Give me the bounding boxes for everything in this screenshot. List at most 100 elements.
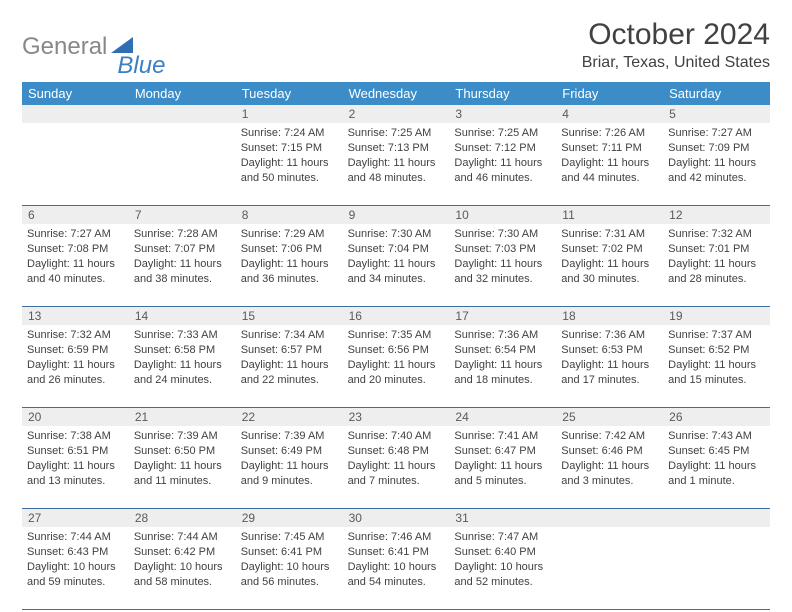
sunset-line: Sunset: 7:11 PM: [561, 141, 658, 156]
day-number-cell: 12: [663, 206, 770, 224]
day-number-row: 12345: [22, 105, 770, 123]
daylight-line: Daylight: 11 hours and 17 minutes.: [561, 358, 658, 388]
daylight-line: Daylight: 10 hours and 58 minutes.: [134, 560, 231, 590]
daylight-line: Daylight: 11 hours and 26 minutes.: [27, 358, 124, 388]
sunset-line: Sunset: 6:56 PM: [348, 343, 445, 358]
daylight-line: Daylight: 10 hours and 59 minutes.: [27, 560, 124, 590]
day-cell: Sunrise: 7:38 AMSunset: 6:51 PMDaylight:…: [22, 426, 129, 508]
day-number-cell: 10: [449, 206, 556, 224]
logo-text-blue: Blue: [117, 52, 165, 80]
week-row: Sunrise: 7:44 AMSunset: 6:43 PMDaylight:…: [22, 527, 770, 610]
sunrise-line: Sunrise: 7:28 AM: [134, 227, 231, 242]
sunrise-line: Sunrise: 7:42 AM: [561, 429, 658, 444]
day-cell: Sunrise: 7:26 AMSunset: 7:11 PMDaylight:…: [556, 123, 663, 205]
day-number-cell: [129, 105, 236, 123]
day-cell: Sunrise: 7:37 AMSunset: 6:52 PMDaylight:…: [663, 325, 770, 407]
daylight-line: Daylight: 11 hours and 9 minutes.: [241, 459, 338, 489]
sunrise-line: Sunrise: 7:26 AM: [561, 126, 658, 141]
day-cell: Sunrise: 7:35 AMSunset: 6:56 PMDaylight:…: [343, 325, 450, 407]
day-number-cell: 30: [343, 509, 450, 527]
week-row: Sunrise: 7:27 AMSunset: 7:08 PMDaylight:…: [22, 224, 770, 307]
daylight-line: Daylight: 11 hours and 5 minutes.: [454, 459, 551, 489]
day-number-cell: 18: [556, 307, 663, 325]
sunrise-line: Sunrise: 7:35 AM: [348, 328, 445, 343]
day-cell: Sunrise: 7:43 AMSunset: 6:45 PMDaylight:…: [663, 426, 770, 508]
day-number-cell: 7: [129, 206, 236, 224]
daylight-line: Daylight: 11 hours and 32 minutes.: [454, 257, 551, 287]
day-cell: Sunrise: 7:30 AMSunset: 7:03 PMDaylight:…: [449, 224, 556, 306]
sunset-line: Sunset: 6:45 PM: [668, 444, 765, 459]
sunrise-line: Sunrise: 7:25 AM: [348, 126, 445, 141]
day-cell: Sunrise: 7:39 AMSunset: 6:49 PMDaylight:…: [236, 426, 343, 508]
sunrise-line: Sunrise: 7:30 AM: [348, 227, 445, 242]
daylight-line: Daylight: 11 hours and 42 minutes.: [668, 156, 765, 186]
daylight-line: Daylight: 11 hours and 34 minutes.: [348, 257, 445, 287]
day-cell: Sunrise: 7:36 AMSunset: 6:54 PMDaylight:…: [449, 325, 556, 407]
sunset-line: Sunset: 6:47 PM: [454, 444, 551, 459]
day-cell: Sunrise: 7:34 AMSunset: 6:57 PMDaylight:…: [236, 325, 343, 407]
sunset-line: Sunset: 6:59 PM: [27, 343, 124, 358]
sunset-line: Sunset: 7:02 PM: [561, 242, 658, 257]
day-number-cell: 2: [343, 105, 450, 123]
day-number-cell: 24: [449, 408, 556, 426]
daylight-line: Daylight: 11 hours and 38 minutes.: [134, 257, 231, 287]
day-cell: Sunrise: 7:24 AMSunset: 7:15 PMDaylight:…: [236, 123, 343, 205]
week-row: Sunrise: 7:24 AMSunset: 7:15 PMDaylight:…: [22, 123, 770, 206]
daylight-line: Daylight: 11 hours and 7 minutes.: [348, 459, 445, 489]
empty-day-cell: [22, 123, 129, 205]
sunset-line: Sunset: 6:41 PM: [241, 545, 338, 560]
sunrise-line: Sunrise: 7:27 AM: [668, 126, 765, 141]
sunrise-line: Sunrise: 7:43 AM: [668, 429, 765, 444]
day-number-cell: 29: [236, 509, 343, 527]
sunset-line: Sunset: 7:08 PM: [27, 242, 124, 257]
sunset-line: Sunset: 6:58 PM: [134, 343, 231, 358]
sunrise-line: Sunrise: 7:27 AM: [27, 227, 124, 242]
day-number-cell: 23: [343, 408, 450, 426]
weekday-header-cell: Tuesday: [236, 82, 343, 105]
daylight-line: Daylight: 11 hours and 22 minutes.: [241, 358, 338, 388]
day-number-cell: 4: [556, 105, 663, 123]
sunset-line: Sunset: 6:46 PM: [561, 444, 658, 459]
daylight-line: Daylight: 11 hours and 20 minutes.: [348, 358, 445, 388]
sunrise-line: Sunrise: 7:40 AM: [348, 429, 445, 444]
weekday-header-cell: Monday: [129, 82, 236, 105]
day-number-cell: 20: [22, 408, 129, 426]
daylight-line: Daylight: 10 hours and 54 minutes.: [348, 560, 445, 590]
daylight-line: Daylight: 10 hours and 52 minutes.: [454, 560, 551, 590]
day-cell: Sunrise: 7:39 AMSunset: 6:50 PMDaylight:…: [129, 426, 236, 508]
day-number-cell: 27: [22, 509, 129, 527]
day-number-cell: 9: [343, 206, 450, 224]
sunset-line: Sunset: 6:51 PM: [27, 444, 124, 459]
empty-day-cell: [663, 527, 770, 609]
day-cell: Sunrise: 7:33 AMSunset: 6:58 PMDaylight:…: [129, 325, 236, 407]
title-block: October 2024 Briar, Texas, United States: [582, 18, 770, 72]
sunrise-line: Sunrise: 7:32 AM: [668, 227, 765, 242]
sunrise-line: Sunrise: 7:24 AM: [241, 126, 338, 141]
sunrise-line: Sunrise: 7:44 AM: [27, 530, 124, 545]
calendar: SundayMondayTuesdayWednesdayThursdayFrid…: [22, 82, 770, 610]
day-cell: Sunrise: 7:45 AMSunset: 6:41 PMDaylight:…: [236, 527, 343, 609]
header: General Blue October 2024 Briar, Texas, …: [22, 18, 770, 72]
day-cell: Sunrise: 7:46 AMSunset: 6:41 PMDaylight:…: [343, 527, 450, 609]
sunrise-line: Sunrise: 7:44 AM: [134, 530, 231, 545]
daylight-line: Daylight: 10 hours and 56 minutes.: [241, 560, 338, 590]
sunset-line: Sunset: 6:49 PM: [241, 444, 338, 459]
sunrise-line: Sunrise: 7:31 AM: [561, 227, 658, 242]
sunrise-line: Sunrise: 7:39 AM: [134, 429, 231, 444]
day-number-cell: 14: [129, 307, 236, 325]
daylight-line: Daylight: 11 hours and 30 minutes.: [561, 257, 658, 287]
logo: General Blue: [22, 18, 165, 70]
day-number-cell: 19: [663, 307, 770, 325]
day-number-cell: 11: [556, 206, 663, 224]
day-number-row: 13141516171819: [22, 307, 770, 325]
daylight-line: Daylight: 11 hours and 24 minutes.: [134, 358, 231, 388]
day-cell: Sunrise: 7:25 AMSunset: 7:12 PMDaylight:…: [449, 123, 556, 205]
week-row: Sunrise: 7:38 AMSunset: 6:51 PMDaylight:…: [22, 426, 770, 509]
sunset-line: Sunset: 6:41 PM: [348, 545, 445, 560]
sunrise-line: Sunrise: 7:29 AM: [241, 227, 338, 242]
day-number-row: 2728293031: [22, 509, 770, 527]
daylight-line: Daylight: 11 hours and 40 minutes.: [27, 257, 124, 287]
sunrise-line: Sunrise: 7:47 AM: [454, 530, 551, 545]
day-cell: Sunrise: 7:42 AMSunset: 6:46 PMDaylight:…: [556, 426, 663, 508]
month-title: October 2024: [582, 18, 770, 52]
